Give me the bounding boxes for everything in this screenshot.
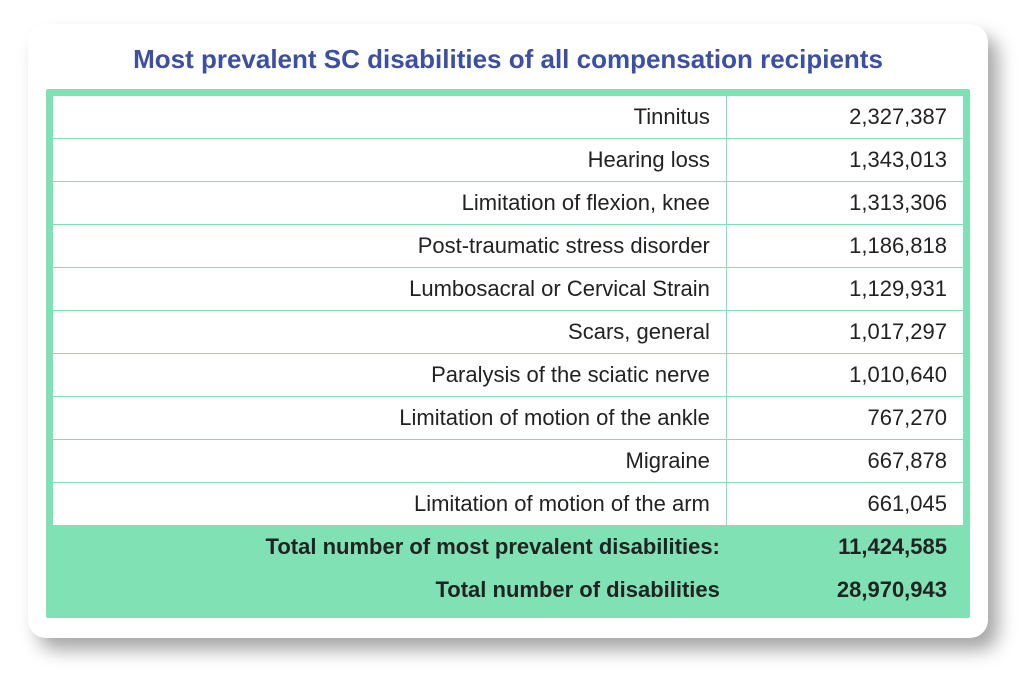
- row-value: 1,186,818: [726, 225, 963, 268]
- summary-row: Total number of most prevalent disabilit…: [53, 526, 963, 569]
- row-label: Paralysis of the sciatic nerve: [53, 354, 726, 397]
- row-label: Migraine: [53, 440, 726, 483]
- row-label: Scars, general: [53, 311, 726, 354]
- row-value: 667,878: [726, 440, 963, 483]
- table-row: Migraine 667,878: [53, 440, 963, 483]
- row-value: 1,313,306: [726, 182, 963, 225]
- table-row: Limitation of flexion, knee 1,313,306: [53, 182, 963, 225]
- row-label: Lumbosacral or Cervical Strain: [53, 268, 726, 311]
- table-row: Limitation of motion of the ankle 767,27…: [53, 397, 963, 440]
- row-label: Post-traumatic stress disorder: [53, 225, 726, 268]
- table-row: Post-traumatic stress disorder 1,186,818: [53, 225, 963, 268]
- table-row: Hearing loss 1,343,013: [53, 139, 963, 182]
- row-label: Limitation of flexion, knee: [53, 182, 726, 225]
- table-title: Most prevalent SC disabilities of all co…: [46, 44, 970, 75]
- row-value: 767,270: [726, 397, 963, 440]
- table-card: Most prevalent SC disabilities of all co…: [28, 24, 988, 638]
- row-value: 1,017,297: [726, 311, 963, 354]
- table-wrap: Tinnitus 2,327,387 Hearing loss 1,343,01…: [46, 89, 970, 618]
- row-value: 2,327,387: [726, 96, 963, 139]
- summary-row: Total number of disabilities 28,970,943: [53, 569, 963, 612]
- table-row: Tinnitus 2,327,387: [53, 96, 963, 139]
- table-row: Paralysis of the sciatic nerve 1,010,640: [53, 354, 963, 397]
- row-value: 1,010,640: [726, 354, 963, 397]
- summary-label: Total number of most prevalent disabilit…: [53, 526, 726, 569]
- summary-value: 11,424,585: [726, 526, 963, 569]
- row-label: Limitation of motion of the ankle: [53, 397, 726, 440]
- row-value: 1,343,013: [726, 139, 963, 182]
- row-label: Limitation of motion of the arm: [53, 483, 726, 526]
- row-value: 1,129,931: [726, 268, 963, 311]
- row-value: 661,045: [726, 483, 963, 526]
- summary-label: Total number of disabilities: [53, 569, 726, 612]
- row-label: Hearing loss: [53, 139, 726, 182]
- table-row: Limitation of motion of the arm 661,045: [53, 483, 963, 526]
- table-row: Scars, general 1,017,297: [53, 311, 963, 354]
- table-row: Lumbosacral or Cervical Strain 1,129,931: [53, 268, 963, 311]
- disability-table: Tinnitus 2,327,387 Hearing loss 1,343,01…: [53, 96, 963, 611]
- summary-value: 28,970,943: [726, 569, 963, 612]
- table-body: Tinnitus 2,327,387 Hearing loss 1,343,01…: [53, 96, 963, 611]
- row-label: Tinnitus: [53, 96, 726, 139]
